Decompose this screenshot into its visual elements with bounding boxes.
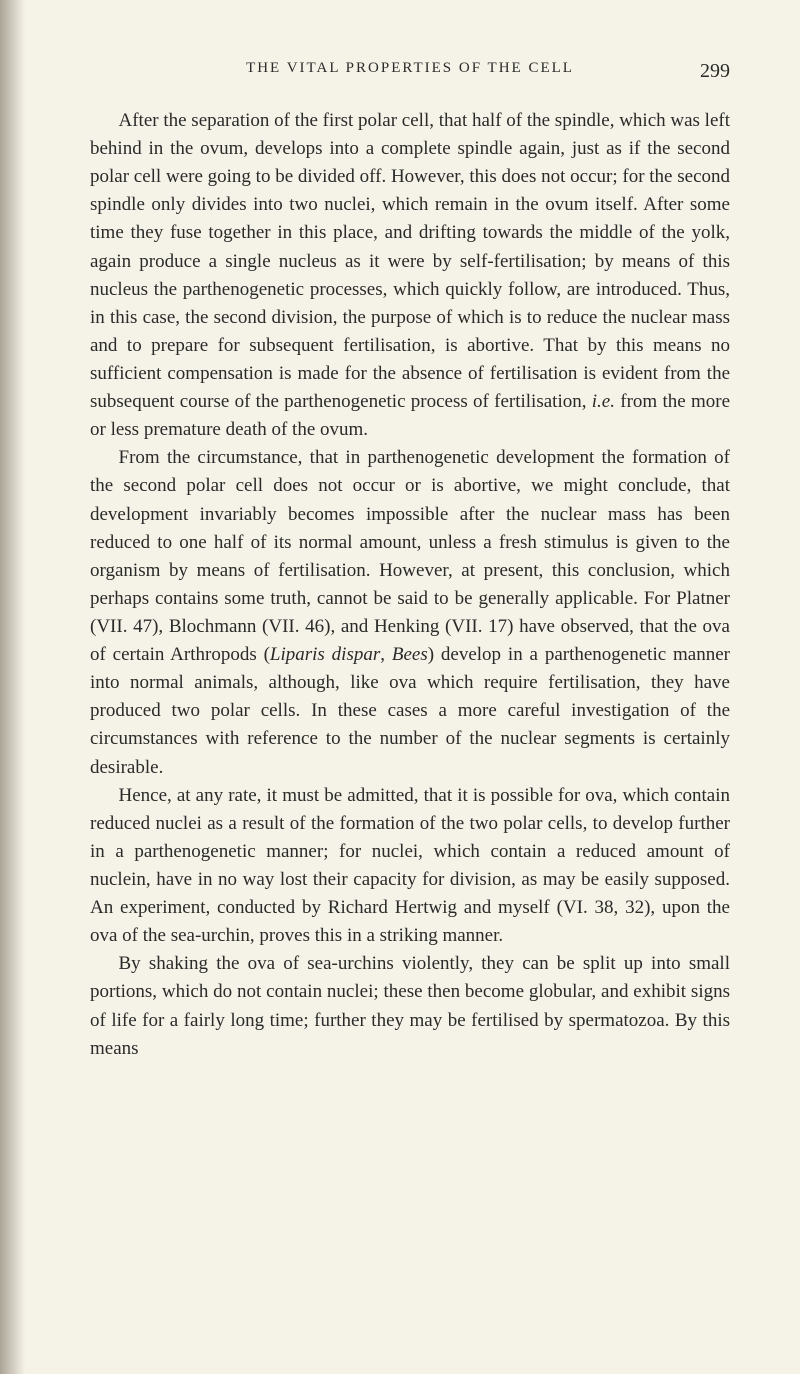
paragraph-1: After the separation of the first polar … [90, 107, 730, 444]
page-header: THE VITAL PROPERTIES OF THE CELL 299 [90, 60, 730, 77]
page-container: THE VITAL PROPERTIES OF THE CELL 299 Aft… [0, 0, 800, 1113]
page-number: 299 [700, 60, 730, 83]
body-text: After the separation of the first polar … [90, 107, 730, 1063]
paragraph-4: By shaking the ova of sea-urchins violen… [90, 950, 730, 1062]
paragraph-2: From the circumstance, that in parthenog… [90, 444, 730, 781]
running-head: THE VITAL PROPERTIES OF THE CELL [246, 60, 574, 77]
paragraph-3: Hence, at any rate, it must be admitted,… [90, 782, 730, 951]
